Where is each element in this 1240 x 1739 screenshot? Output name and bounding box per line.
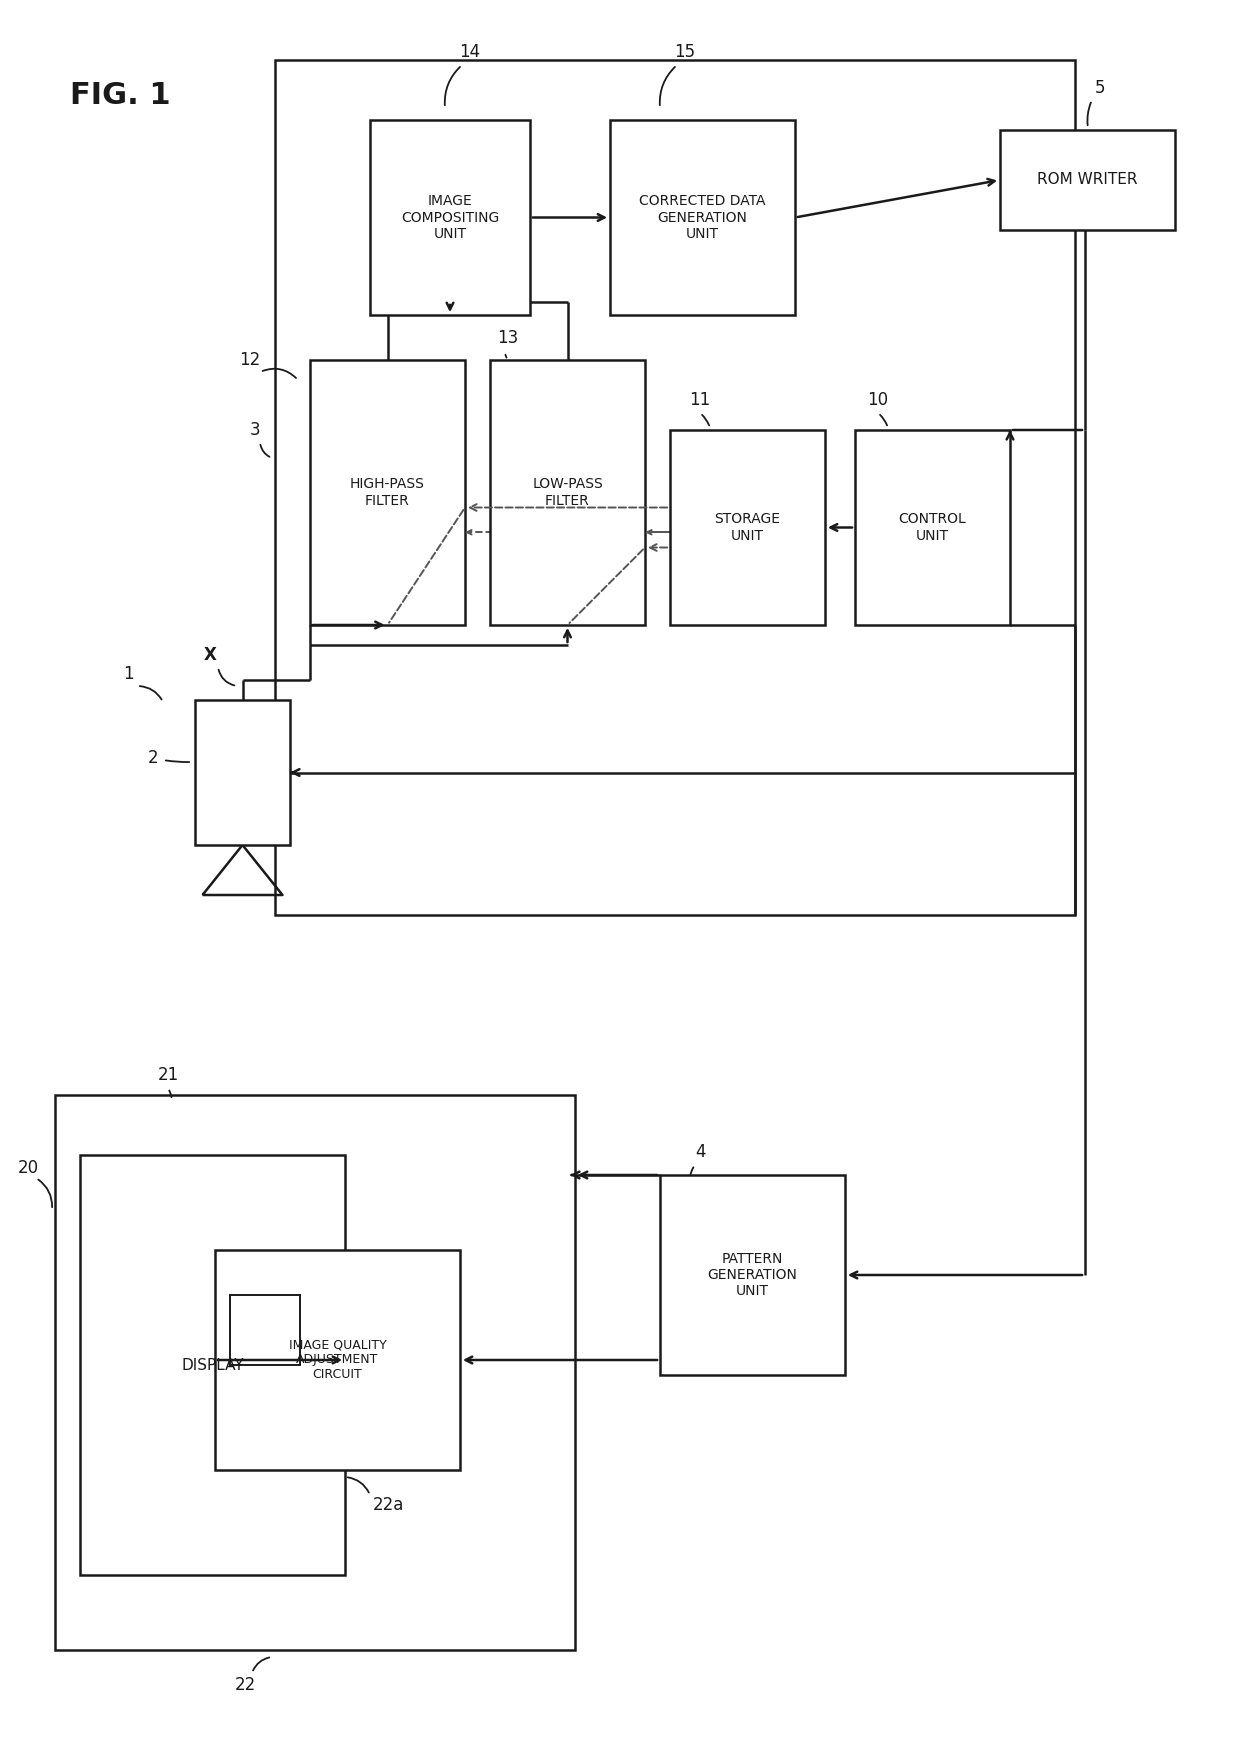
Bar	[670, 430, 825, 624]
Text: IMAGE QUALITY
ADJUSTMENT
CIRCUIT: IMAGE QUALITY ADJUSTMENT CIRCUIT	[289, 1339, 387, 1381]
Bar	[195, 701, 290, 845]
Bar	[610, 120, 795, 315]
Bar	[310, 360, 465, 624]
FancyArrowPatch shape	[170, 1090, 171, 1097]
Text: 20: 20	[17, 1158, 38, 1177]
FancyArrowPatch shape	[691, 1167, 693, 1176]
Text: 15: 15	[675, 43, 696, 61]
FancyArrowPatch shape	[218, 670, 234, 685]
FancyArrowPatch shape	[260, 445, 269, 457]
Text: LOW-PASS
FILTER: LOW-PASS FILTER	[532, 478, 603, 508]
Text: ROM WRITER: ROM WRITER	[1037, 172, 1138, 188]
Text: FIG. 1: FIG. 1	[69, 80, 171, 110]
FancyArrowPatch shape	[140, 687, 161, 699]
Bar	[856, 430, 1011, 624]
Text: 1: 1	[123, 664, 134, 683]
Bar	[370, 120, 529, 315]
Text: 22: 22	[234, 1676, 255, 1694]
Text: HIGH-PASS
FILTER: HIGH-PASS FILTER	[350, 478, 425, 508]
Text: 11: 11	[689, 391, 711, 409]
Bar	[55, 1096, 575, 1650]
Bar	[490, 360, 645, 624]
FancyArrowPatch shape	[263, 369, 296, 377]
Text: 2: 2	[148, 750, 159, 767]
FancyArrowPatch shape	[1087, 103, 1091, 125]
Text: IMAGE
COMPOSITING
UNIT: IMAGE COMPOSITING UNIT	[401, 195, 500, 240]
Text: PATTERN
GENERATION
UNIT: PATTERN GENERATION UNIT	[708, 1252, 797, 1299]
Text: STORAGE
UNIT: STORAGE UNIT	[714, 513, 780, 543]
Bar	[999, 130, 1176, 230]
Text: 4: 4	[694, 1143, 706, 1162]
FancyArrowPatch shape	[347, 1478, 368, 1492]
Bar	[660, 1176, 844, 1376]
Bar	[275, 61, 1075, 915]
Text: 14: 14	[460, 43, 481, 61]
Bar	[229, 1296, 300, 1365]
FancyArrowPatch shape	[880, 416, 887, 426]
Text: 3: 3	[249, 421, 260, 438]
FancyArrowPatch shape	[702, 416, 709, 426]
Text: CONTROL
UNIT: CONTROL UNIT	[899, 513, 966, 543]
FancyArrowPatch shape	[253, 1657, 269, 1671]
Text: 13: 13	[497, 329, 518, 348]
FancyArrowPatch shape	[660, 66, 675, 106]
Text: 12: 12	[239, 351, 260, 369]
Bar	[81, 1155, 345, 1576]
Text: CORRECTED DATA
GENERATION
UNIT: CORRECTED DATA GENERATION UNIT	[640, 195, 766, 240]
FancyArrowPatch shape	[38, 1179, 52, 1207]
Text: 22a: 22a	[372, 1496, 404, 1515]
Bar	[215, 1250, 460, 1469]
Text: DISPLAY: DISPLAY	[181, 1358, 244, 1372]
Text: 21: 21	[157, 1066, 179, 1083]
Text: 10: 10	[868, 391, 889, 409]
FancyArrowPatch shape	[445, 66, 460, 106]
Text: X: X	[203, 645, 217, 664]
Text: 5: 5	[1095, 78, 1105, 97]
